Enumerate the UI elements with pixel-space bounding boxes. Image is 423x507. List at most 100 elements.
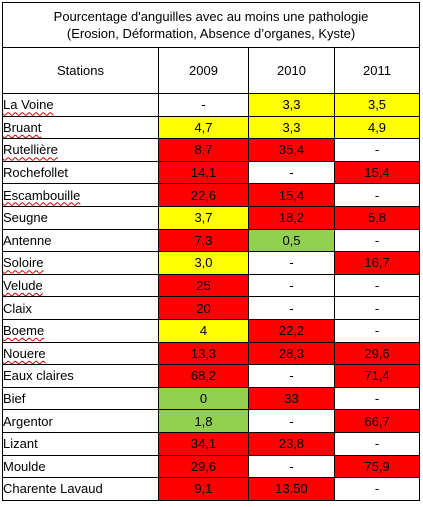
- station-cell: Escambouille: [2, 183, 159, 207]
- station-cell: Claix: [2, 296, 159, 320]
- value-cell-2011: 66,7: [333, 409, 421, 433]
- value-cell-2010: 0,5: [248, 228, 335, 253]
- value-cell-2009: 3,0: [158, 251, 249, 275]
- station-name: Nouere: [3, 345, 46, 361]
- station-name: Claix: [3, 300, 32, 316]
- table-row: Bief 0 33-: [2, 386, 421, 411]
- value-cell-2010: -: [248, 409, 335, 433]
- station-cell: Seugne: [2, 205, 159, 230]
- station-cell: Eaux claires: [2, 364, 159, 388]
- value-cell-2009: 1,8: [158, 409, 249, 433]
- station-cell: Soloire: [2, 251, 159, 275]
- value-cell-2009: 8,7: [158, 138, 249, 162]
- value-cell-2009: -: [158, 93, 249, 117]
- value-cell-2010: 28,3: [248, 341, 335, 366]
- header-stations: Stations: [2, 47, 159, 94]
- table-body: La Voine -3,3 3,5 Bruant 4,7 3,3 4,9 Rutellière…: [2, 93, 421, 501]
- table-row: Nouere 13,3 28,3 29,6: [2, 341, 421, 366]
- value-cell-2010: -: [248, 364, 335, 388]
- station-cell: Moulde: [2, 454, 159, 479]
- value-cell-2009: 68,2: [158, 364, 249, 388]
- value-cell-2011: -: [333, 273, 421, 298]
- station-name: Seugne: [3, 210, 48, 226]
- table-row: Argentor 1,8-66,7: [2, 409, 421, 433]
- header-2009: 2009: [158, 47, 249, 94]
- title-line-2: (Erosion, Déformation, Absence d’organes…: [66, 26, 356, 41]
- table-row: Bruant 4,7 3,3 4,9: [2, 115, 421, 140]
- station-name: Bief: [3, 391, 26, 407]
- value-cell-2009: 0: [158, 386, 249, 411]
- value-cell-2009: 34,1: [158, 431, 249, 456]
- value-cell-2011: 29,6: [333, 341, 421, 366]
- value-cell-2010: 33: [248, 386, 335, 411]
- station-name: Velude: [3, 278, 43, 294]
- value-cell-2009: 20: [158, 296, 249, 320]
- table-title: Pourcentage d'anguilles avec au moins un…: [1, 2, 421, 48]
- value-cell-2011: -: [333, 183, 421, 207]
- station-name: La Voine: [3, 97, 54, 113]
- value-cell-2010: 3,3: [248, 115, 335, 140]
- station-cell: Velude: [2, 273, 159, 298]
- station-cell: La Voine: [2, 93, 159, 117]
- value-cell-2010: -: [248, 273, 335, 298]
- station-cell: Charente Lavaud: [2, 477, 159, 501]
- value-cell-2011: -: [333, 477, 421, 501]
- value-cell-2010: 3,3: [248, 93, 335, 117]
- table-row: Boeme 4 22,2-: [2, 318, 421, 343]
- value-cell-2011: -: [333, 318, 421, 343]
- value-cell-2010: 22,2: [248, 318, 335, 343]
- station-cell: Bief: [2, 386, 159, 411]
- value-cell-2009: 14,1: [158, 160, 249, 185]
- value-cell-2010: -: [248, 251, 335, 275]
- table-row: Lizant 34,1 23,8-: [2, 431, 421, 456]
- value-cell-2010: 18,2: [248, 205, 335, 230]
- station-name: Boeme: [3, 323, 45, 339]
- station-name: Moulde: [3, 458, 46, 474]
- table-row: Rochefollet 14,1-15,4: [2, 160, 421, 185]
- station-name: Antenne: [3, 232, 52, 248]
- station-cell: Antenne: [2, 228, 159, 253]
- value-cell-2009: 7,3: [158, 228, 249, 253]
- value-cell-2010: 23,8: [248, 431, 335, 456]
- table-row: Eaux claires 68,2-71,4: [2, 364, 421, 388]
- station-cell: Boeme: [2, 318, 159, 343]
- header-row: Stations 2009 2010 2011: [2, 47, 421, 94]
- station-name: Rochefollet: [3, 165, 69, 181]
- value-cell-2009: 13,3: [158, 341, 249, 366]
- value-cell-2011: 16,7: [333, 251, 421, 275]
- table-row: Antenne 7,3 0,5-: [2, 228, 421, 253]
- station-cell: Rochefollet: [2, 160, 159, 185]
- table-row: Rutellière 8,7 35,4-: [2, 138, 421, 162]
- station-cell: Rutellière: [2, 138, 159, 162]
- value-cell-2010: -: [248, 454, 335, 479]
- table-row: La Voine -3,3 3,5: [2, 93, 421, 117]
- table-row: Moulde 29,6-75,9: [2, 454, 421, 479]
- station-name: Bruant: [3, 119, 42, 135]
- value-cell-2009: 22,6: [158, 183, 249, 207]
- value-cell-2011: 15,4: [333, 160, 421, 185]
- value-cell-2011: -: [333, 228, 421, 253]
- value-cell-2009: 4: [158, 318, 249, 343]
- value-cell-2011: 3,5: [333, 93, 421, 117]
- value-cell-2011: -: [333, 431, 421, 456]
- station-cell: Nouere: [2, 341, 159, 366]
- table-row: Charente Lavaud 9,1 13,50-: [2, 477, 421, 501]
- station-name: Argentor: [3, 413, 53, 429]
- value-cell-2011: 5,8: [333, 205, 421, 230]
- station-name: Charente Lavaud: [3, 481, 103, 497]
- table-row: Soloire 3,0-16,7: [2, 251, 421, 275]
- value-cell-2009: 25: [158, 273, 249, 298]
- title-line-1: Pourcentage d'anguilles avec au moins un…: [53, 9, 369, 24]
- header-2011: 2011: [333, 47, 421, 94]
- station-name: Soloire: [3, 255, 44, 271]
- station-cell: Lizant: [2, 431, 159, 456]
- pathology-table: Pourcentage d'anguilles avec au moins un…: [1, 2, 421, 501]
- value-cell-2010: -: [248, 160, 335, 185]
- header-2010: 2010: [248, 47, 335, 94]
- table-row: Velude 25- -: [2, 273, 421, 298]
- value-cell-2011: -: [333, 296, 421, 320]
- value-cell-2011: -: [333, 386, 421, 411]
- value-cell-2011: 75,9: [333, 454, 421, 479]
- station-name: Lizant: [3, 436, 38, 452]
- value-cell-2011: -: [333, 138, 421, 162]
